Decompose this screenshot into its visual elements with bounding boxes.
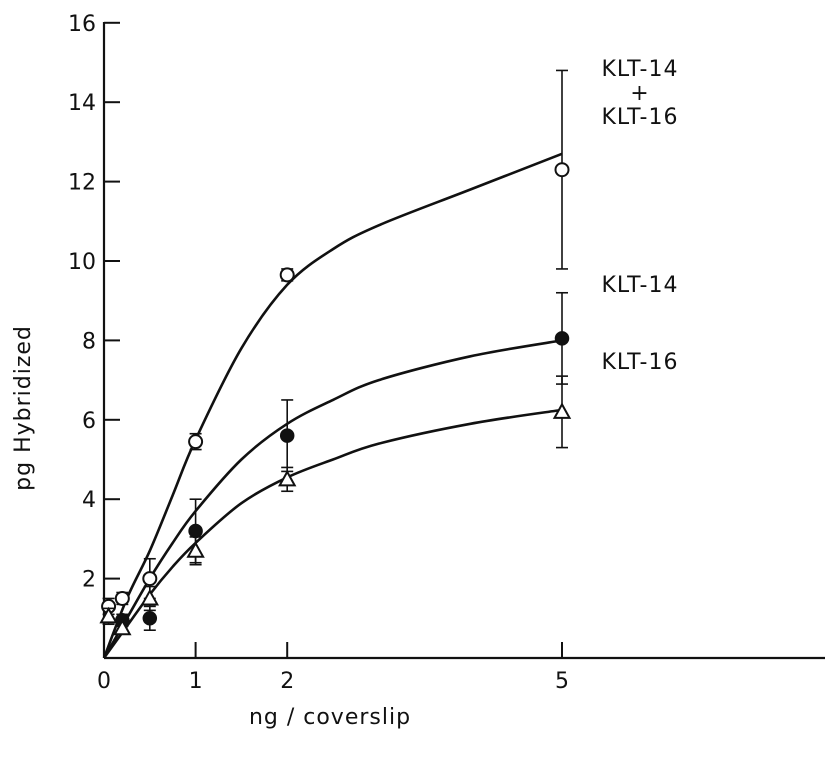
y-tick-label-6: 6	[82, 409, 96, 434]
point-klt-14-1	[142, 611, 158, 626]
point-klt-14-3	[279, 428, 295, 443]
series-label-klt-14-klt-16-0: KLT-14	[601, 57, 678, 82]
y-tick-label-16: 16	[68, 12, 96, 37]
point-klt-14-2	[188, 523, 203, 539]
series-label-klt-14-0: KLT-14	[601, 273, 678, 298]
x-tick-label-1: 1	[189, 669, 203, 694]
point-klt-16-4	[278, 469, 297, 487]
point-klt-14-klt-16-4	[279, 267, 295, 283]
curve-klt-14-klt-16	[102, 152, 563, 659]
point-klt-14-klt-16-3	[188, 434, 204, 450]
y-tick-label-10: 10	[68, 250, 96, 275]
series-points	[99, 69, 572, 636]
series-label-klt-14-klt-16-2: KLT-16	[601, 105, 678, 130]
x-ticks: 0 1 2 5	[97, 642, 569, 694]
point-klt-16-3	[186, 541, 205, 558]
point-klt-14-klt-16-5	[554, 162, 570, 178]
y-ticks: 2 4 6 8 10 12 14 16	[68, 12, 120, 593]
y-tick-label-8: 8	[82, 329, 96, 354]
y-axis-title: pg Hybridized	[11, 325, 36, 491]
point-klt-16-1	[113, 618, 132, 636]
series-label-klt-14-klt-16-1: +	[630, 81, 649, 106]
series-curves	[102, 152, 563, 659]
y-tick-label-4: 4	[82, 488, 96, 513]
curve-klt-16	[102, 408, 563, 659]
series-label-klt-16-0: KLT-16	[601, 350, 678, 375]
x-tick-label-0: 0	[97, 669, 111, 694]
x-tick-label-5: 5	[555, 669, 569, 694]
curve-klt-14	[102, 339, 563, 659]
point-klt-14-4	[554, 331, 570, 346]
point-klt-16-0	[99, 606, 118, 624]
point-klt-14-klt-16-1	[114, 590, 130, 606]
point-klt-14-klt-16-2	[142, 571, 158, 587]
point-klt-16-5	[552, 402, 572, 419]
y-tick-label-14: 14	[68, 91, 96, 116]
y-tick-label-2: 2	[82, 568, 96, 593]
x-tick-label-2: 2	[280, 669, 294, 694]
y-tick-label-12: 12	[68, 171, 96, 196]
point-klt-16-2	[140, 588, 159, 606]
x-axis-title: ng / coverslip	[249, 705, 411, 730]
